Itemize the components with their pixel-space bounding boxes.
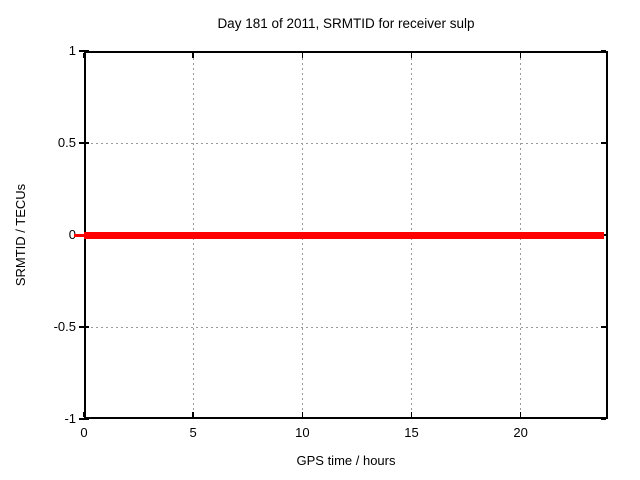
x-tick-top xyxy=(301,53,304,58)
y-tick-left xyxy=(79,326,89,328)
y-tick-label: 1 xyxy=(68,43,76,58)
x-tick-label: 10 xyxy=(295,425,310,440)
chart-title: Day 181 of 2011, SRMTID for receiver sul… xyxy=(217,16,475,31)
x-tick-label: 0 xyxy=(80,425,88,440)
y-tick-right xyxy=(601,50,606,52)
x-tick-top xyxy=(410,53,413,58)
y-tick-left xyxy=(79,50,89,52)
x-tick-top xyxy=(192,53,194,58)
y-tick-left xyxy=(79,142,89,144)
series-edge-artifact xyxy=(74,233,84,237)
y-tick-right xyxy=(601,142,606,144)
data-line xyxy=(84,231,604,239)
x-tick-bottom xyxy=(192,412,194,417)
x-tick-top xyxy=(519,53,522,58)
x-axis-label: GPS time / hours xyxy=(296,453,396,468)
y-tick-label: 0 xyxy=(68,227,76,242)
y-gridline xyxy=(86,142,606,144)
x-tick-bottom xyxy=(83,412,85,417)
x-tick-label: 15 xyxy=(404,425,419,440)
y-tick-right xyxy=(601,326,606,328)
y-tick-left xyxy=(79,418,89,420)
y-tick-label: 0.5 xyxy=(57,135,76,150)
y-tick-right xyxy=(601,418,606,420)
x-tick-top xyxy=(83,53,85,58)
y-axis-label: SRMTID / TECUs xyxy=(13,183,28,287)
x-tick-bottom xyxy=(519,412,522,417)
x-tick-label: 5 xyxy=(189,425,197,440)
y-gridline xyxy=(86,326,606,328)
y-tick-label: -1 xyxy=(64,411,76,426)
x-tick-bottom xyxy=(410,412,413,417)
x-tick-label: 20 xyxy=(513,425,528,440)
y-tick-label: -0.5 xyxy=(53,319,76,334)
x-tick-bottom xyxy=(301,412,304,417)
